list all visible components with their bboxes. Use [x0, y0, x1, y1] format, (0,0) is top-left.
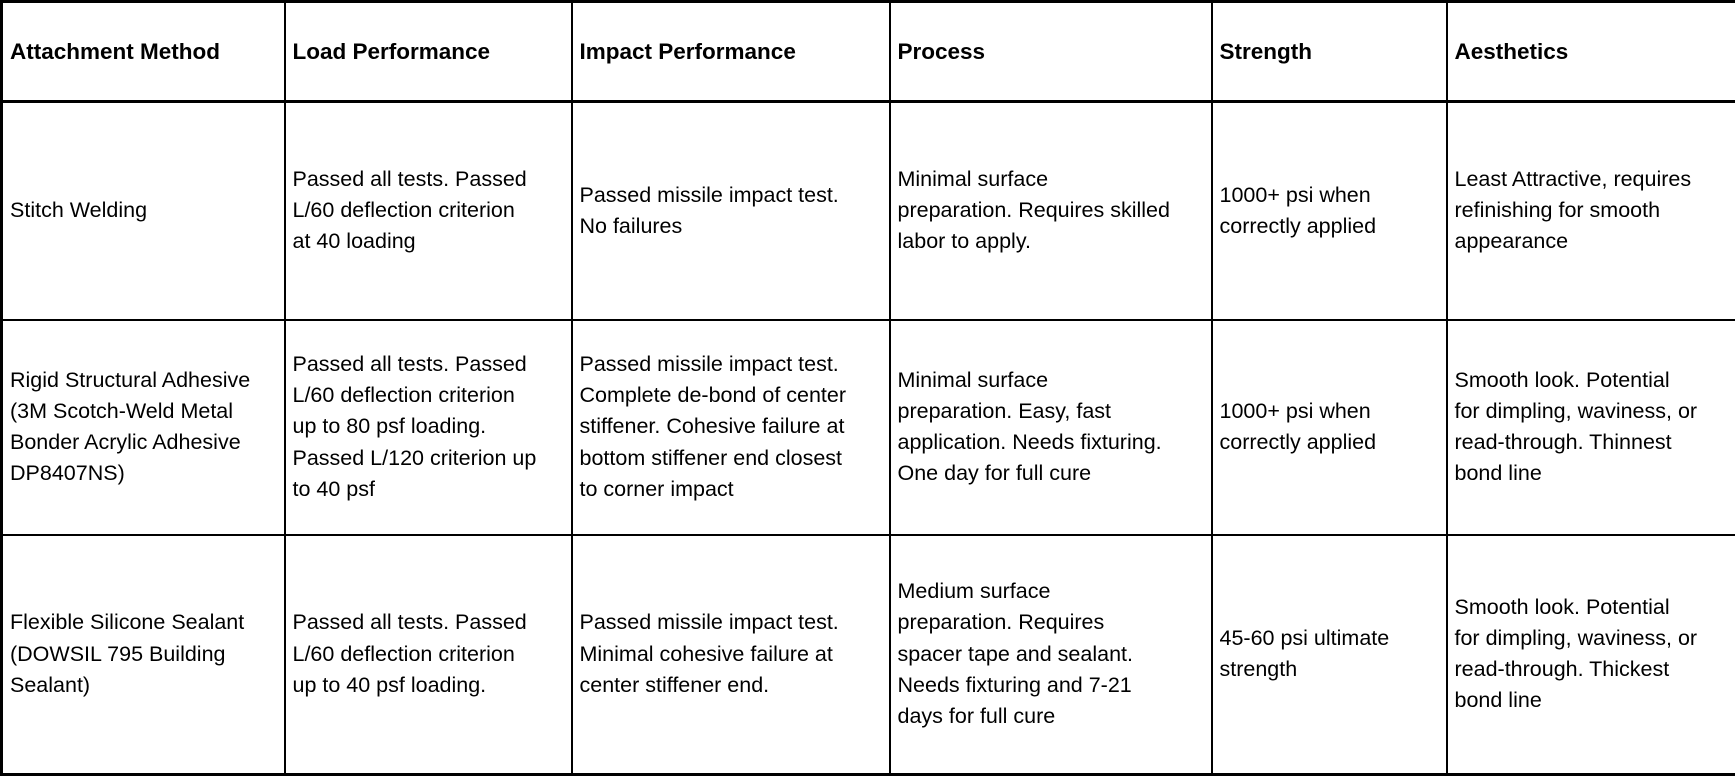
header-cell-process: Process — [890, 2, 1212, 102]
cell-strength: 1000+ psi when correctly applied — [1212, 320, 1447, 535]
table-row-stitch-welding: Stitch Welding Passed all tests. Passed … — [2, 102, 1735, 320]
cell-process: Minimal surface preparation. Easy, fast … — [890, 320, 1212, 535]
cell-strength: 45-60 psi ultimate strength — [1212, 535, 1447, 775]
header-cell-load-performance: Load Performance — [285, 2, 572, 102]
cell-aesthetics: Smooth look. Potential for dimpling, wav… — [1447, 535, 1735, 775]
cell-method: Rigid Structural Adhesive (3M Scotch-Wel… — [2, 320, 285, 535]
cell-load-performance: Passed all tests. Passed L/60 deflection… — [285, 535, 572, 775]
table-row-rigid-structural-adhesive: Rigid Structural Adhesive (3M Scotch-Wel… — [2, 320, 1735, 535]
cell-aesthetics: Least Attractive, requires refinishing f… — [1447, 102, 1735, 320]
cell-method: Flexible Silicone Sealant (DOWSIL 795 Bu… — [2, 535, 285, 775]
cell-aesthetics: Smooth look. Potential for dimpling, wav… — [1447, 320, 1735, 535]
cell-method: Stitch Welding — [2, 102, 285, 320]
header-cell-attachment-method: Attachment Method — [2, 2, 285, 102]
cell-process: Minimal surface preparation. Requires sk… — [890, 102, 1212, 320]
cell-load-performance: Passed all tests. Passed L/60 deflection… — [285, 320, 572, 535]
cell-load-performance: Passed all tests. Passed L/60 deflection… — [285, 102, 572, 320]
header-cell-impact-performance: Impact Performance — [572, 2, 890, 102]
cell-strength: 1000+ psi when correctly applied — [1212, 102, 1447, 320]
header-row: Attachment Method Load Performance Impac… — [2, 2, 1735, 102]
cell-impact-performance: Passed missile impact test. Complete de-… — [572, 320, 890, 535]
header-cell-strength: Strength — [1212, 2, 1447, 102]
header-cell-aesthetics: Aesthetics — [1447, 2, 1735, 102]
cell-process: Medium surface preparation. Requires spa… — [890, 535, 1212, 775]
cell-impact-performance: Passed missile impact test. No failures — [572, 102, 890, 320]
table-row-flexible-silicone-sealant: Flexible Silicone Sealant (DOWSIL 795 Bu… — [2, 535, 1735, 775]
cell-impact-performance: Passed missile impact test. Minimal cohe… — [572, 535, 890, 775]
